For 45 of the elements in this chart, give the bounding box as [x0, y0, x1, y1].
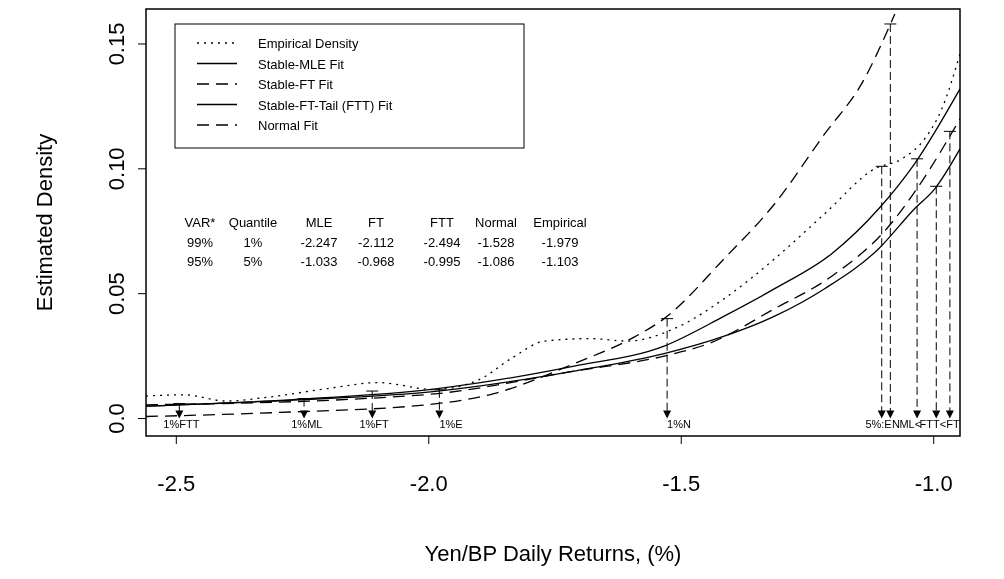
annotation: Normal	[475, 215, 518, 230]
annotation: 1%	[243, 235, 263, 250]
y-tick-label: 0.10	[104, 147, 129, 191]
annotation: -2.247	[300, 235, 338, 250]
annotation: -1.033	[300, 254, 338, 269]
annotation: -2.494	[423, 235, 461, 250]
annotation: 99%	[186, 235, 214, 250]
x-tick-label: -1.5	[662, 471, 701, 496]
annotation: N	[892, 417, 900, 430]
y-tick-label: 0.15	[104, 22, 129, 66]
annotation: -0.968	[357, 254, 395, 269]
annotation: -1.103	[541, 254, 579, 269]
y-tick-label: 0.0	[104, 403, 129, 434]
legend-label: Stable-FT-Tail (FTT) Fit	[258, 97, 393, 113]
annotation: FTT	[430, 215, 454, 230]
y-tick-label: 0.05	[104, 272, 129, 316]
annotation: MLE	[305, 215, 333, 230]
annotation: 5%	[243, 254, 263, 269]
x-tick-label: -2.0	[409, 471, 448, 496]
annotation: FT	[368, 215, 384, 230]
x-tick-label: -1.0	[914, 471, 953, 496]
annotation: Empirical	[533, 215, 587, 230]
annotation: -1.086	[477, 254, 515, 269]
annotation: 1%ML	[291, 417, 323, 430]
legend-label: Stable-FT Fit	[258, 77, 334, 92]
x-tick-label: -2.5	[157, 471, 196, 496]
legend-label: Empirical Density	[258, 36, 359, 51]
annotation: Quantile	[228, 215, 278, 230]
annotation: VAR*	[184, 215, 216, 230]
annotation: 1%N	[667, 417, 692, 430]
annotation: 5%:E	[865, 417, 892, 430]
annotation: -1.979	[541, 235, 579, 250]
legend-label: Normal Fit	[258, 118, 319, 133]
x-axis-title: Yen/BP Daily Returns, (%)	[424, 541, 682, 566]
annotation: 1%FTT	[163, 417, 200, 430]
annotation: 95%	[186, 254, 214, 269]
annotation: -2.112	[358, 235, 394, 250]
annotation: 1%E	[439, 417, 463, 430]
annotation: 1%FT	[359, 417, 390, 430]
annotation: FTT<	[919, 417, 947, 430]
y-axis-title: Estimated Density	[32, 133, 57, 312]
annotation: ML<	[899, 417, 922, 430]
legend-label: Stable-MLE Fit	[258, 56, 345, 72]
annotation: -0.995	[423, 254, 461, 269]
annotation: -1.528	[477, 235, 515, 250]
